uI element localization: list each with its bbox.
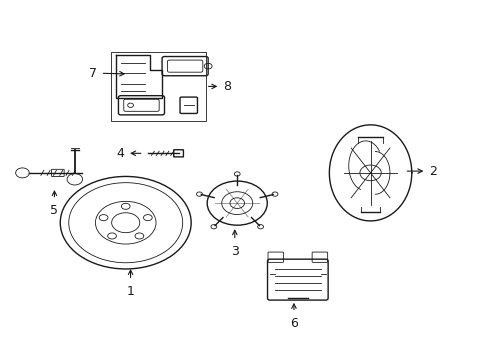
Text: 1: 1	[126, 285, 134, 298]
Text: 2: 2	[428, 165, 436, 177]
Text: 8: 8	[222, 80, 230, 93]
Text: 5: 5	[50, 204, 59, 217]
Bar	[111, 52, 205, 121]
Circle shape	[234, 172, 240, 176]
Circle shape	[257, 225, 263, 229]
Circle shape	[196, 192, 202, 196]
Text: 4: 4	[117, 147, 124, 160]
Text: 3: 3	[230, 245, 238, 258]
Circle shape	[210, 225, 216, 229]
Circle shape	[272, 192, 277, 196]
Text: 6: 6	[289, 317, 297, 330]
Text: 7: 7	[88, 67, 97, 80]
